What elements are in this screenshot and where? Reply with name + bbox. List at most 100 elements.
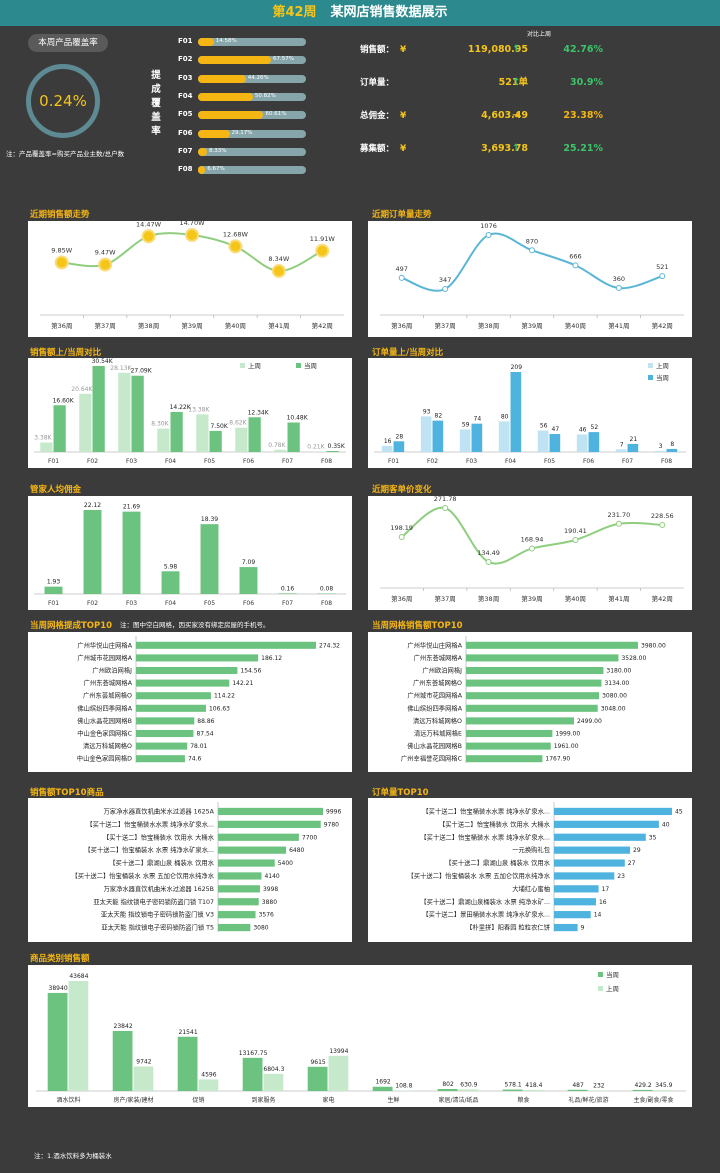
bar [136,729,194,738]
data-point [659,521,666,528]
ratio-bar-track: 29.17% [198,129,306,138]
x-tick-label: 粮食 [517,1096,529,1104]
bar [654,450,666,452]
data-label: 3 [659,443,663,450]
data-label: 7.09 [242,559,256,566]
data-point [442,505,449,511]
bar [112,1030,133,1091]
data-label: 17 [602,886,610,893]
chart-title-c1: 近期销售额走势 [30,210,90,220]
ratio-bar-row: F08 6.67% [178,164,308,175]
data-label: 5.98 [164,563,178,570]
data-point [442,286,449,292]
category-label: 中山金色家园网格C [77,729,132,738]
data-label: 56 [540,423,548,430]
chart-c2: 497 第36周 347 第37周 1076 第38周 870 第39周 666 第40周 360 第… [368,221,692,337]
ratio-bar-name: F08 [178,165,193,174]
kpi-row: 总佣金： ¥4,603.49 ➔ 23.38% [360,108,710,124]
data-label: 1767.90 [545,756,570,763]
data-label: 3080 [253,925,268,932]
data-label: 3880 [262,899,277,906]
x-tick-label: 第40周 [565,321,586,330]
x-tick-label: F01 [48,458,59,465]
kpi-row: 订单量： 521单 ↑ 30.9% [360,75,710,91]
x-tick-label: F08 [321,458,332,465]
bar [510,372,522,452]
bar [170,411,183,452]
x-tick-label: 到家服务 [251,1096,275,1104]
data-label: 7 [620,441,624,448]
data-label: 59 [462,421,470,428]
bar [278,593,297,594]
data-label: 0.08 [320,586,334,593]
data-label: 13994 [329,1048,348,1055]
bar [218,911,256,919]
data-label: 18.39 [201,516,218,523]
data-label: 12.68W [223,230,249,238]
legend-label: 上周 [656,361,669,370]
bar [498,421,510,452]
bar [437,1088,458,1091]
data-label: 29 [633,847,641,854]
data-label: 74.6 [188,756,202,763]
bar [68,981,89,1091]
bar [466,666,604,675]
chart-title-c11: 商品类别销售额 [30,954,90,964]
bar [79,393,92,452]
data-label: 52 [591,424,599,431]
ratio-bar-row: F02 67.57% [178,54,308,65]
x-tick-label: F06 [583,458,594,465]
category-label: 【买十送二】怡宝桶装水 水票 五加仑饮用水纯净水 [71,871,214,880]
data-label: 88.86 [197,718,214,725]
data-label: 2499.00 [577,718,602,725]
data-label: 5400 [278,860,293,867]
category-label: 广州华悦山庄网格A [407,640,462,649]
bar [218,833,299,841]
data-label: 8.30K [151,421,169,428]
ratio-bar-row: F03 44.26% [178,73,308,84]
bar [466,654,619,662]
bar [554,911,591,919]
kpi-arrow-icon: ➔ [512,110,521,121]
x-tick-label: 第42周 [652,321,673,330]
bar [136,666,238,675]
product-orders-svg: 【买十送二】怡宝桶装水水票 纯净水矿泉水... 45 【买十送二】怡宝桶装水 饮用水… [407,802,683,932]
kpi-currency: ¥ [400,144,407,154]
bar [466,755,543,763]
chart-c5: 1.93 F01 22.12 F02 21.69 F03 5.98 F04 18.39 F05 7.… [28,496,352,610]
data-label: 27.09K [131,368,153,375]
bar [83,510,102,594]
data-label: 80 [501,413,509,420]
chart-title-c3: 销售额上/当周对比 [30,348,102,358]
bar [466,692,600,700]
ratio-bar-name: F01 [178,37,193,45]
x-tick-label: 第38周 [478,321,499,330]
ratio-bar-pct: 6.67% [207,166,225,173]
grid-sales-svg: 广州华悦山庄网格A 3980.00 广州东荟城网格A 3528.00 广州欧泊网格J 31… [401,636,666,763]
data-label: 168.94 [521,535,544,543]
data-label: 1999.00 [555,731,580,738]
ratio-bar-track: 60.61% [198,111,306,120]
data-label: 186.12 [261,655,282,662]
x-tick-label: 第41周 [608,321,629,330]
category-label: 中山金色家园网格D [77,754,132,763]
category-label: 【买十送二】怡宝桶装水 水票 纯净水矿泉水... [84,845,214,854]
data-label: 47 [552,426,560,433]
legend-swatch [296,363,301,368]
bar [554,872,615,880]
data-label: 4596 [201,1071,216,1078]
x-tick-label: F01 [388,458,399,465]
data-label: 40 [662,821,670,828]
x-tick-label: F08 [321,600,332,607]
x-tick-label: 第41周 [608,594,629,603]
bar [118,372,131,452]
ratio-bar-name: F06 [178,128,193,137]
x-tick-label: 家电 [322,1096,334,1104]
bar [235,427,248,452]
data-label: 106.63 [209,705,230,712]
x-tick-label: F08 [661,458,672,465]
data-point [615,520,622,527]
x-tick-label: F03 [126,600,137,607]
data-label: 9780 [324,821,339,828]
